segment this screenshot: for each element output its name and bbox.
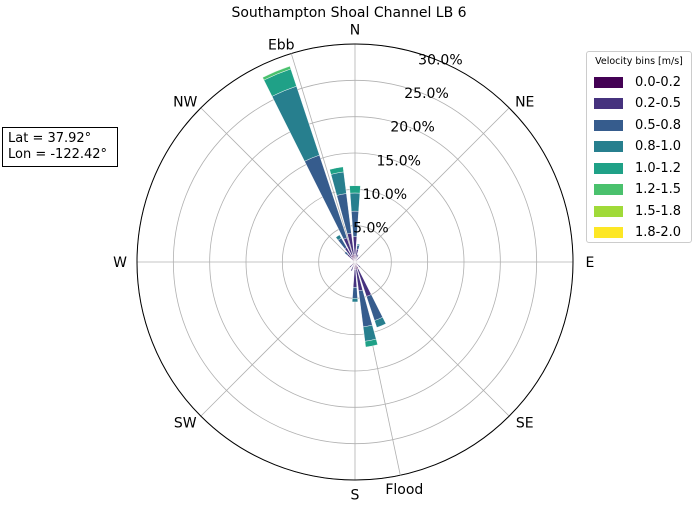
legend-swatch — [594, 184, 623, 195]
legend-label: 1.0-1.2 — [635, 160, 682, 176]
legend-swatch — [594, 98, 623, 109]
legend-swatch — [594, 76, 623, 88]
wedge-segment — [349, 185, 361, 194]
grid-spoke — [354, 261, 510, 417]
wedge-segment — [352, 287, 358, 299]
polar-frame — [136, 43, 574, 481]
wedge-segment — [357, 264, 361, 268]
legend-swatch — [594, 119, 623, 131]
wedge-segment — [355, 254, 359, 260]
legend-label: 0.8-1.0 — [635, 139, 682, 154]
legend-entry: 1.8-2.0 — [594, 225, 682, 240]
ebb-label: Ebb — [268, 38, 295, 54]
wedge-segment — [374, 316, 387, 328]
latitude-label: Lat = 37.92° — [8, 131, 92, 146]
radial-tick-label: 20.0% — [390, 120, 434, 136]
direction-label: S — [351, 487, 360, 503]
legend-swatch — [594, 227, 623, 238]
legend-entry: 0.2-0.5 — [594, 96, 682, 111]
legend-entry: 1.5-1.8 — [594, 203, 682, 219]
legend-swatch — [594, 205, 623, 217]
direction-label: W — [113, 255, 127, 271]
longitude-label: Lon = -122.42° — [8, 147, 108, 162]
legend-label: 0.2-0.5 — [635, 96, 682, 111]
legend-swatch — [594, 141, 623, 152]
direction-label: SE — [516, 416, 534, 432]
direction-label: E — [585, 255, 594, 271]
radial-tick-label: 10.0% — [363, 187, 407, 203]
wedge-segment — [356, 261, 360, 263]
wedge-segment — [262, 65, 292, 81]
location-info-box: Lat = 37.92° Lon = -122.42° — [2, 127, 118, 167]
legend-entry: 1.0-1.2 — [594, 160, 682, 176]
legend-title: Velocity bins [m/s] — [595, 56, 683, 67]
wedge-segment — [351, 298, 359, 303]
direction-label: SW — [174, 416, 197, 432]
wedge-segment — [344, 251, 349, 256]
grid-spoke — [200, 261, 356, 417]
direction-label: NW — [173, 94, 197, 110]
wedge-segment — [349, 192, 361, 212]
wedge-segment — [329, 166, 344, 175]
direction-label: NE — [515, 94, 534, 110]
grid-spoke — [200, 107, 356, 263]
wedge-segment — [356, 256, 361, 261]
legend-label: 1.2-1.5 — [635, 182, 682, 197]
wedge-segment — [349, 264, 353, 268]
ebb-direction-line — [290, 53, 356, 263]
legend-entry: 1.2-1.5 — [594, 182, 682, 197]
legend-swatch — [594, 162, 623, 174]
wedge-segment — [356, 243, 361, 247]
wedge-segment — [362, 324, 377, 342]
radial-tick-label: 15.0% — [376, 153, 420, 169]
legend-entry: 0.5-0.8 — [594, 117, 682, 133]
wedge-segment — [356, 245, 360, 250]
wedge-segment — [364, 338, 378, 348]
radial-tick-label: 30.0% — [418, 53, 462, 69]
radial-tick-label: 25.0% — [404, 86, 448, 102]
wedge-segment — [350, 261, 354, 263]
legend-label: 1.8-2.0 — [635, 225, 682, 240]
legend-label: 0.0-0.2 — [635, 74, 682, 90]
grid-spoke — [354, 107, 510, 263]
direction-label: N — [350, 23, 360, 39]
legend-entry: 0.8-1.0 — [594, 139, 682, 154]
legend-label: 0.5-0.8 — [635, 117, 682, 133]
wedge-segment — [335, 234, 342, 241]
flood-label: Flood — [385, 482, 423, 498]
legend-label: 1.5-1.8 — [635, 203, 682, 219]
chart-title: Southampton Shoal Channel LB 6 — [231, 5, 467, 21]
wedge-segment — [350, 265, 354, 272]
legend-entry: 0.0-0.2 — [594, 74, 682, 90]
radial-tick-label: 5.0% — [353, 220, 389, 236]
velocity-legend: Velocity bins [m/s] 0.0-0.2 0.2-0.5 0.5-0.… — [586, 51, 692, 243]
